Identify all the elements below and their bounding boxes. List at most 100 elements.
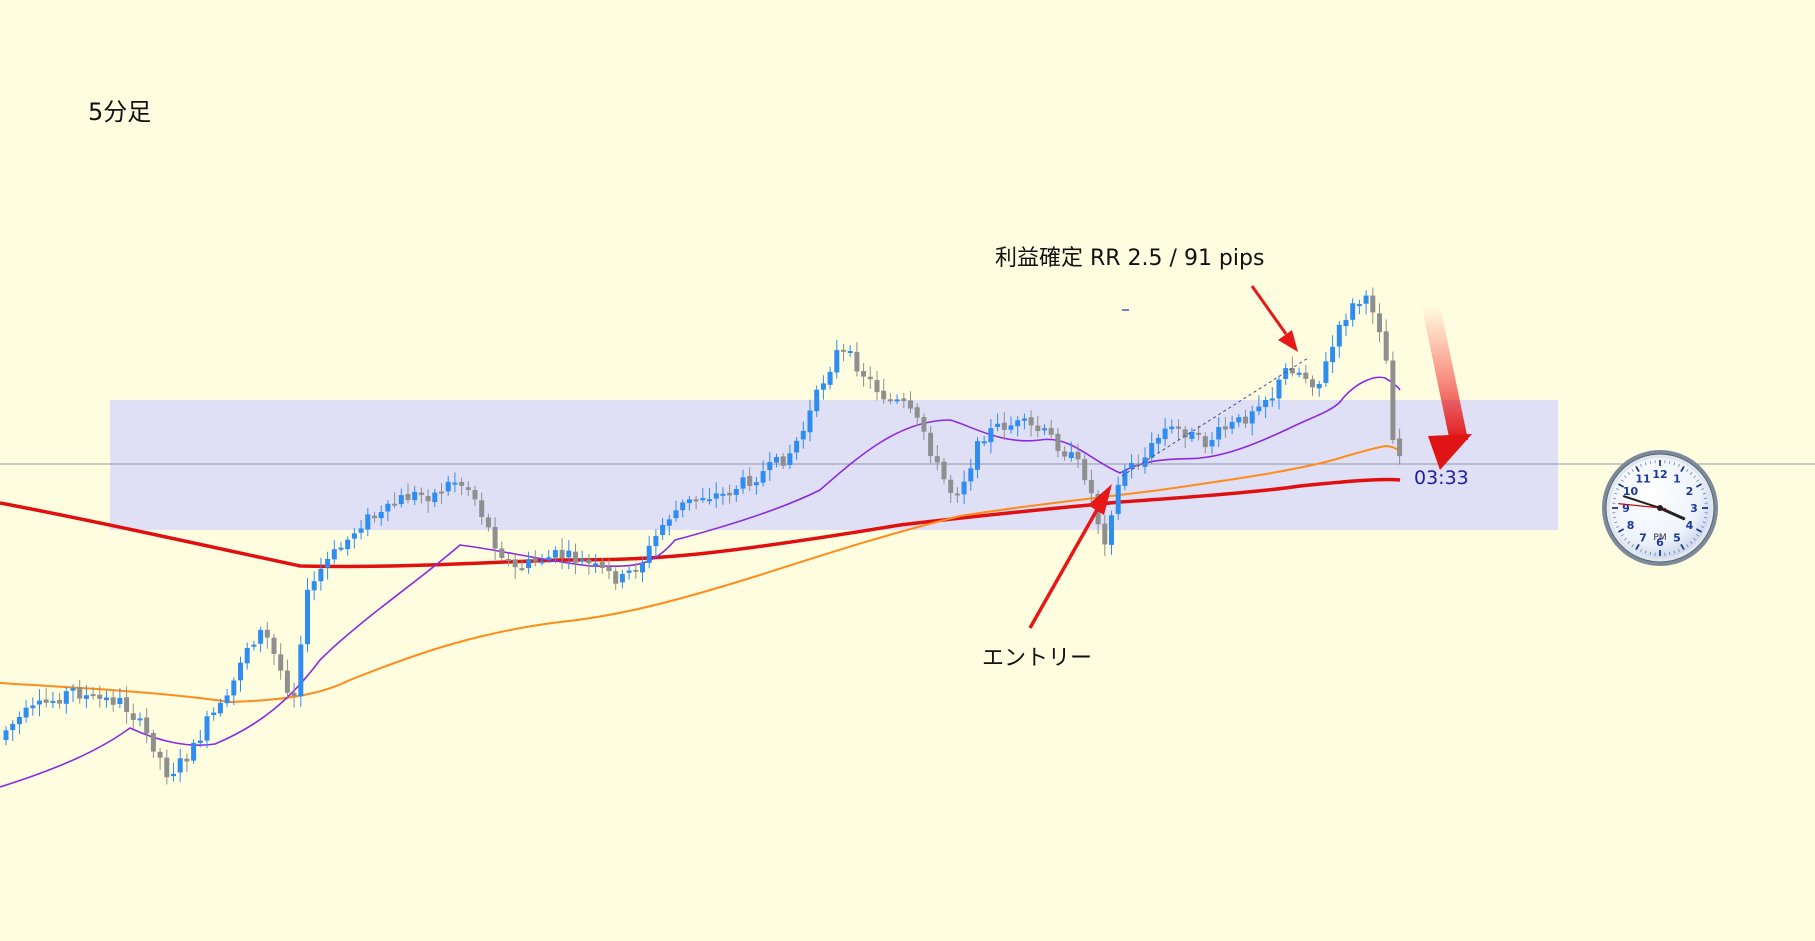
clock-number: 9 — [1622, 502, 1630, 515]
clock-number: 10 — [1623, 485, 1639, 498]
candle-bullish — [104, 697, 109, 701]
candle-bearish — [887, 399, 893, 402]
candle-bearish — [418, 492, 424, 495]
candle-bullish — [975, 441, 980, 470]
candle-bullish — [224, 695, 230, 704]
candle-bullish — [1122, 470, 1128, 486]
candle-bearish — [586, 559, 592, 564]
candle-bearish — [1028, 417, 1034, 426]
clock-tick — [1693, 475, 1696, 479]
candle-bearish — [1055, 433, 1061, 451]
clock-ticks — [1612, 460, 1708, 556]
candle-bearish — [90, 694, 96, 697]
candle-bullish — [1343, 319, 1349, 327]
clock-tick — [1689, 472, 1693, 475]
clock-tick — [1614, 492, 1618, 495]
candle-bearish — [1390, 360, 1396, 440]
candle-bullish — [1276, 379, 1282, 399]
candle-bearish — [1202, 436, 1208, 448]
candle-bullish — [1356, 304, 1362, 307]
candle-bullish — [961, 481, 967, 495]
candle-bullish — [10, 723, 16, 731]
candle-bullish — [593, 563, 599, 566]
candle-bullish — [1283, 368, 1289, 379]
clock-number: 1 — [1673, 473, 1681, 486]
moving-averages — [0, 376, 1401, 788]
candle-bearish — [512, 559, 518, 568]
clock-tick — [1689, 541, 1693, 544]
candle-bullish — [37, 700, 42, 705]
candle-bearish — [928, 432, 934, 456]
clock-tick — [1677, 548, 1680, 553]
candle-bullish — [1249, 411, 1255, 424]
clock-number: 12 — [1652, 468, 1667, 481]
candle-bullish — [1216, 427, 1222, 440]
candle-bullish — [666, 519, 672, 526]
candle-bullish — [546, 557, 552, 560]
price-zone — [110, 400, 1558, 530]
candle-bullish — [707, 499, 712, 502]
candle-bearish — [110, 697, 116, 705]
candle-bearish — [1222, 426, 1228, 430]
candle-bullish — [385, 503, 391, 512]
candle-bullish — [1256, 406, 1262, 412]
candle-bearish — [532, 558, 538, 562]
candle-bullish — [640, 563, 645, 573]
clock-tick — [1615, 525, 1620, 528]
clock-center-pin — [1657, 505, 1663, 511]
clock-tick — [1614, 521, 1618, 524]
clock-number: 3 — [1690, 502, 1698, 515]
candle-bearish — [693, 499, 699, 502]
clock-tick — [1695, 528, 1703, 533]
candle-bearish — [130, 713, 136, 720]
candle-bullish — [680, 502, 686, 511]
clock-tick — [1627, 541, 1631, 544]
candle-bullish — [191, 742, 197, 761]
candle-bullish — [325, 558, 331, 568]
profit-arrow — [1250, 285, 1298, 352]
candle-bearish — [613, 571, 619, 584]
candle-bearish — [874, 380, 880, 393]
profit-label: 利益確定 RR 2.5 / 91 pips — [995, 246, 1264, 271]
candle-bullish — [1068, 452, 1074, 458]
candle-bearish — [861, 371, 867, 377]
candle-bullish — [204, 716, 210, 741]
candle-bullish — [767, 462, 773, 471]
candle-bullish — [1209, 440, 1215, 447]
candle-bearish — [1088, 480, 1094, 494]
candle-bearish — [867, 376, 873, 380]
clock-tick — [1668, 551, 1671, 556]
candle-bullish — [653, 536, 659, 547]
candle-bearish — [1035, 425, 1041, 431]
candle-bullish — [211, 712, 217, 715]
clock-tick — [1703, 516, 1708, 519]
clock-number: 4 — [1686, 519, 1694, 532]
candle-bearish — [1196, 432, 1202, 435]
candle-bullish — [1155, 437, 1161, 444]
candle-bearish — [573, 551, 578, 563]
candle-bullish — [526, 559, 532, 569]
clock-number: 8 — [1627, 519, 1635, 532]
candle-bearish — [908, 400, 913, 409]
big-down-arrow — [1422, 305, 1468, 442]
candle-bearish — [881, 390, 887, 400]
clock-number: 6 — [1656, 536, 1664, 549]
candle-bullish — [1229, 422, 1235, 429]
candle-bearish — [954, 493, 960, 496]
candle-bullish — [251, 644, 257, 647]
candle-bullish — [1316, 384, 1322, 389]
countdown-timer: 03:33 — [1414, 467, 1469, 489]
clock-tick — [1635, 543, 1640, 551]
candle-bullish — [566, 550, 572, 558]
candle-bullish — [673, 510, 679, 519]
candle-bearish — [184, 758, 190, 762]
candle-bullish — [995, 423, 1001, 427]
candle-bullish — [552, 550, 558, 558]
clock-tick — [1624, 537, 1627, 541]
clock-tick — [1620, 479, 1624, 482]
candle-bullish — [686, 499, 692, 504]
candle-bullish — [1269, 398, 1275, 401]
clock-tick — [1696, 479, 1700, 482]
clock-tick — [1612, 497, 1617, 500]
